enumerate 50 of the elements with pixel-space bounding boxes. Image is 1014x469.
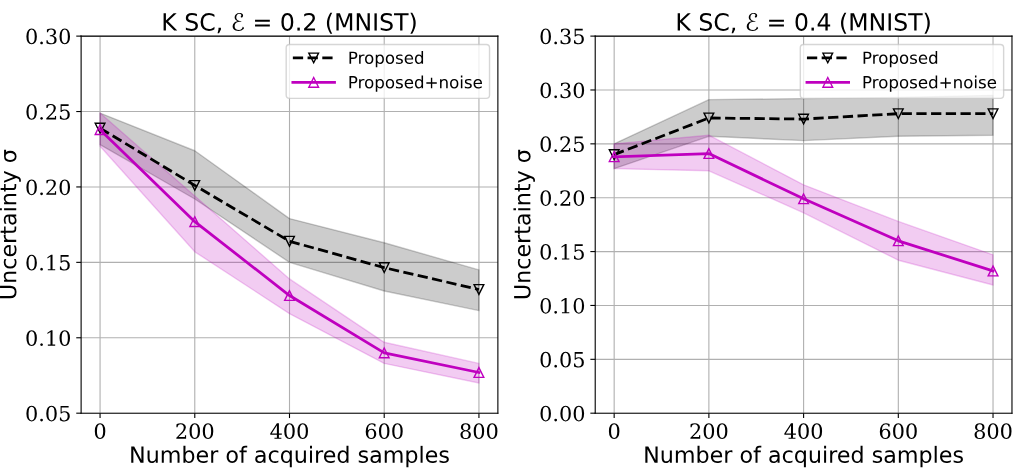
y-tick-label: 0.10 bbox=[26, 330, 71, 346]
point bbox=[987, 265, 999, 277]
legend-label: Proposed bbox=[349, 51, 424, 68]
y-tick-label: 0.20 bbox=[540, 190, 585, 206]
point bbox=[378, 347, 390, 359]
y-tick-label: 0.10 bbox=[540, 297, 585, 314]
x-tick-label: 200 bbox=[176, 423, 214, 440]
point bbox=[703, 112, 715, 124]
y-tick-label: 0.05 bbox=[540, 351, 584, 368]
point bbox=[703, 147, 715, 160]
point bbox=[283, 289, 296, 302]
legend-label: Proposed+noise bbox=[863, 75, 997, 92]
x-tick-label: 200 bbox=[690, 423, 728, 440]
x-tick-label: 800 bbox=[974, 423, 1012, 440]
y-tick-label: 0.25 bbox=[26, 103, 70, 120]
y-tick-label: 0.30 bbox=[540, 82, 585, 99]
y-tick-label: 0.00 bbox=[540, 405, 585, 422]
x-tick-label: 600 bbox=[365, 423, 403, 440]
point bbox=[798, 193, 810, 205]
point bbox=[987, 108, 999, 120]
x-tick-label: 0 bbox=[94, 423, 106, 440]
legend-label: Proposed+noise bbox=[349, 75, 482, 92]
y-tick-label: 0.35 bbox=[540, 28, 584, 45]
chart-title: K SC, ℰ = 0.2 (MNIST) bbox=[163, 12, 416, 34]
y-tick-label: 0.20 bbox=[26, 179, 71, 196]
point bbox=[378, 262, 390, 274]
point bbox=[473, 283, 485, 296]
point bbox=[473, 366, 485, 379]
x-tick-label: 800 bbox=[460, 423, 498, 440]
y-tick-label: 0.15 bbox=[26, 254, 70, 271]
point bbox=[798, 113, 810, 125]
point bbox=[892, 108, 904, 120]
chart-title: K SC, ℰ = 0.4 (MNIST) bbox=[677, 12, 930, 34]
y-tick-label: 0.05 bbox=[26, 405, 70, 422]
legend-label: Proposed bbox=[863, 51, 938, 68]
x-axis-title: Number of acquired samples bbox=[645, 445, 963, 468]
x-axis-title: Number of acquired samples bbox=[131, 445, 449, 468]
point bbox=[283, 235, 296, 247]
x-tick-label: 600 bbox=[879, 423, 917, 440]
y-tick-label: 0.25 bbox=[540, 136, 584, 153]
x-tick-label: 0 bbox=[608, 423, 620, 440]
point bbox=[189, 179, 201, 191]
y-tick-label: 0.15 bbox=[540, 244, 584, 260]
point bbox=[189, 216, 201, 228]
point bbox=[892, 235, 904, 247]
x-tick-label: 400 bbox=[270, 423, 308, 440]
y-axis-title: Uncertainty σ bbox=[0, 149, 21, 299]
y-axis-title: Uncertainty σ bbox=[513, 149, 535, 299]
y-tick-label: 0.30 bbox=[26, 28, 71, 45]
x-tick-label: 400 bbox=[784, 423, 823, 440]
